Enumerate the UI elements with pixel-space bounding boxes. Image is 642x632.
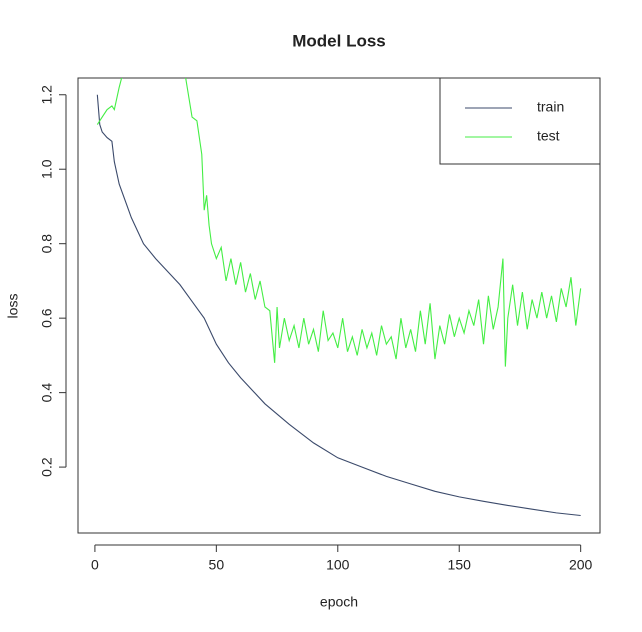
- chart-title: Model Loss: [292, 31, 386, 50]
- y-tick-label: 1.0: [39, 159, 55, 179]
- x-tick-label: 200: [569, 557, 593, 573]
- y-tick-label: 0.8: [39, 234, 55, 254]
- line-train: [96, 94, 581, 517]
- legend-label: train: [537, 99, 564, 115]
- x-tick-label: 50: [209, 557, 225, 573]
- x-tick-label: 150: [448, 557, 472, 573]
- y-tick-label: 0.6: [39, 308, 55, 328]
- x-tick-label: 100: [326, 557, 350, 573]
- y-tick-label: 0.4: [39, 383, 55, 403]
- y-axis-label: loss: [5, 294, 21, 319]
- x-tick-label: 0: [91, 557, 99, 573]
- y-tick-label: 1.2: [39, 85, 55, 105]
- plot-frame: [77, 77, 601, 534]
- plot-area: [96, 78, 582, 517]
- line-test: [96, 78, 582, 367]
- legend-box: [439, 77, 601, 165]
- legend-label: test: [537, 128, 560, 144]
- x-axis-label: epoch: [320, 594, 358, 610]
- y-tick-label: 0.2: [39, 457, 55, 477]
